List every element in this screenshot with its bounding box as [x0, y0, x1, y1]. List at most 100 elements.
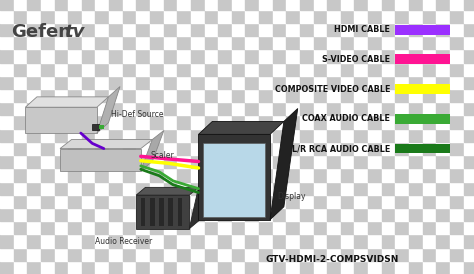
- Bar: [204, 62, 218, 76]
- Bar: [95, 221, 109, 234]
- Bar: [300, 115, 314, 129]
- Bar: [395, 36, 409, 49]
- Bar: [41, 234, 55, 248]
- Bar: [150, 181, 164, 195]
- Bar: [82, 261, 95, 274]
- Bar: [177, 36, 191, 49]
- Bar: [450, 168, 464, 181]
- Bar: [273, 62, 286, 76]
- Bar: [464, 76, 474, 89]
- Bar: [109, 23, 123, 36]
- Bar: [55, 62, 68, 76]
- Bar: [286, 49, 300, 62]
- Bar: [273, 76, 286, 89]
- Bar: [27, 168, 41, 181]
- Bar: [314, 62, 327, 76]
- Bar: [82, 208, 95, 221]
- Bar: [355, 234, 368, 248]
- Bar: [436, 155, 450, 168]
- Bar: [95, 155, 109, 168]
- Bar: [164, 62, 177, 76]
- Bar: [368, 234, 382, 248]
- Bar: [177, 102, 191, 115]
- Bar: [41, 261, 55, 274]
- Text: Audio Receiver: Audio Receiver: [95, 236, 152, 246]
- Bar: [164, 89, 177, 102]
- Bar: [27, 76, 41, 89]
- Bar: [409, 49, 423, 62]
- Bar: [327, 62, 341, 76]
- Bar: [123, 10, 137, 23]
- Bar: [177, 89, 191, 102]
- Bar: [109, 221, 123, 234]
- Bar: [314, 36, 327, 49]
- Bar: [191, 129, 204, 142]
- Bar: [68, 142, 82, 155]
- Bar: [27, 155, 41, 168]
- Bar: [300, 234, 314, 248]
- Bar: [314, 195, 327, 208]
- Bar: [0, 142, 14, 155]
- Bar: [246, 89, 259, 102]
- Bar: [41, 195, 55, 208]
- Bar: [95, 168, 109, 181]
- Bar: [150, 195, 164, 208]
- Bar: [150, 36, 164, 49]
- Bar: [395, 49, 409, 62]
- Bar: [327, 208, 341, 221]
- Bar: [314, 129, 327, 142]
- Bar: [314, 102, 327, 115]
- Bar: [218, 76, 232, 89]
- Bar: [436, 23, 450, 36]
- Bar: [341, 248, 355, 261]
- Bar: [218, 208, 232, 221]
- Bar: [164, 102, 177, 115]
- Bar: [109, 234, 123, 248]
- Bar: [395, 89, 409, 102]
- Bar: [246, 261, 259, 274]
- Bar: [273, 10, 286, 23]
- Bar: [191, 208, 204, 221]
- Bar: [355, 115, 368, 129]
- Bar: [82, 234, 95, 248]
- Bar: [95, 261, 109, 274]
- Bar: [246, 248, 259, 261]
- Bar: [327, 142, 341, 155]
- Bar: [395, 261, 409, 274]
- Text: COMPOSITE VIDEO CABLE: COMPOSITE VIDEO CABLE: [274, 85, 390, 94]
- Bar: [150, 89, 164, 102]
- Bar: [95, 49, 109, 62]
- Bar: [423, 181, 436, 195]
- Bar: [55, 36, 68, 49]
- Bar: [246, 49, 259, 62]
- Text: Hi-Def Source: Hi-Def Source: [111, 110, 163, 119]
- Bar: [286, 155, 300, 168]
- Bar: [218, 221, 232, 234]
- Bar: [395, 142, 409, 155]
- Bar: [27, 0, 41, 10]
- Bar: [150, 234, 164, 248]
- Bar: [123, 0, 137, 10]
- Bar: [177, 261, 191, 274]
- Bar: [314, 142, 327, 155]
- Bar: [246, 168, 259, 181]
- Bar: [368, 221, 382, 234]
- Bar: [450, 23, 464, 36]
- Bar: [423, 89, 436, 102]
- Bar: [300, 76, 314, 89]
- Bar: [259, 208, 273, 221]
- Bar: [450, 181, 464, 195]
- Bar: [164, 0, 177, 10]
- Bar: [123, 142, 137, 155]
- Bar: [246, 221, 259, 234]
- Bar: [300, 195, 314, 208]
- Bar: [395, 195, 409, 208]
- Bar: [218, 181, 232, 195]
- Bar: [327, 10, 341, 23]
- Bar: [137, 181, 150, 195]
- Polygon shape: [26, 107, 97, 133]
- Bar: [109, 62, 123, 76]
- Bar: [218, 195, 232, 208]
- Bar: [82, 221, 95, 234]
- Bar: [464, 208, 474, 221]
